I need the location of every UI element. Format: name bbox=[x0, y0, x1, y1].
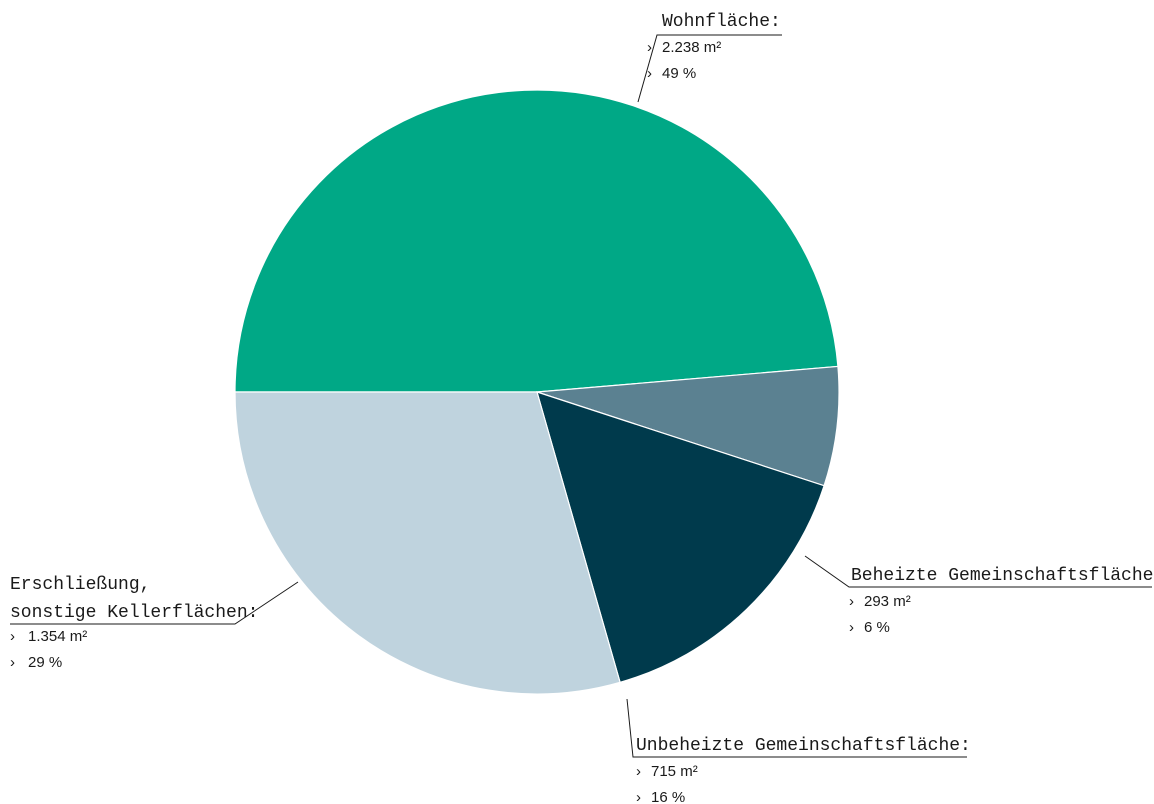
slice-value-erschliessung: 1.354 m² bbox=[28, 628, 87, 645]
bullet-icon: › bbox=[647, 39, 652, 56]
bullet-icon: › bbox=[10, 654, 15, 671]
slice-label-wohnflaeche: Wohnfläche: › 2.238 m² › 49 % bbox=[637, 12, 782, 103]
leader-line-wohnflaeche bbox=[637, 34, 782, 103]
pie-labels: Wohnfläche: › 2.238 m² › 49 % Beheizte Gemein… bbox=[10, 12, 1154, 804]
bullet-icon: › bbox=[636, 763, 641, 780]
slice-percent-erschliessung: 29 % bbox=[28, 654, 62, 671]
pie-slice-beheizte bbox=[536, 365, 840, 487]
bullet-icon: › bbox=[849, 593, 854, 610]
pie-slice-unbeheizte bbox=[536, 391, 825, 684]
slice-value-wohnflaeche: 2.238 m² bbox=[662, 39, 721, 56]
slice-title-wohnflaeche: Wohnfläche: bbox=[662, 12, 781, 32]
bullet-icon: › bbox=[10, 628, 15, 645]
leader-line-erschliessung bbox=[10, 581, 299, 625]
leader-line-beheizte bbox=[804, 555, 1152, 588]
pie-slice-erschliessung bbox=[234, 391, 621, 695]
slice-percent-beheizte: 6 % bbox=[864, 619, 890, 636]
pie-slices bbox=[234, 89, 840, 695]
leader-line-unbeheizte bbox=[626, 698, 967, 758]
bullet-icon: › bbox=[849, 619, 854, 636]
pie-slice-wohnflaeche bbox=[234, 89, 839, 393]
slice-title-beheizte: Beheizte Gemeinschaftsfläche: bbox=[851, 566, 1154, 586]
slice-percent-unbeheizte: 16 % bbox=[651, 789, 685, 804]
slice-title-erschliessung: sonstige Kellerflächen: bbox=[10, 603, 258, 623]
bullet-icon: › bbox=[647, 65, 652, 82]
slice-title-erschliessung: Erschließung, bbox=[10, 575, 150, 595]
slice-title-unbeheizte: Unbeheizte Gemeinschaftsfläche: bbox=[636, 736, 971, 756]
slice-label-unbeheizte: Unbeheizte Gemeinschaftsfläche: › 715 m² › 1… bbox=[626, 698, 971, 804]
slice-label-erschliessung: Erschließung, sonstige Kellerflächen: › 1.3… bbox=[10, 575, 299, 671]
slice-label-beheizte: Beheizte Gemeinschaftsfläche: › 293 m² › 6 % bbox=[804, 555, 1154, 636]
slice-value-beheizte: 293 m² bbox=[864, 593, 911, 610]
bullet-icon: › bbox=[636, 789, 641, 804]
slice-percent-wohnflaeche: 49 % bbox=[662, 65, 696, 82]
slice-value-unbeheizte: 715 m² bbox=[651, 763, 698, 780]
